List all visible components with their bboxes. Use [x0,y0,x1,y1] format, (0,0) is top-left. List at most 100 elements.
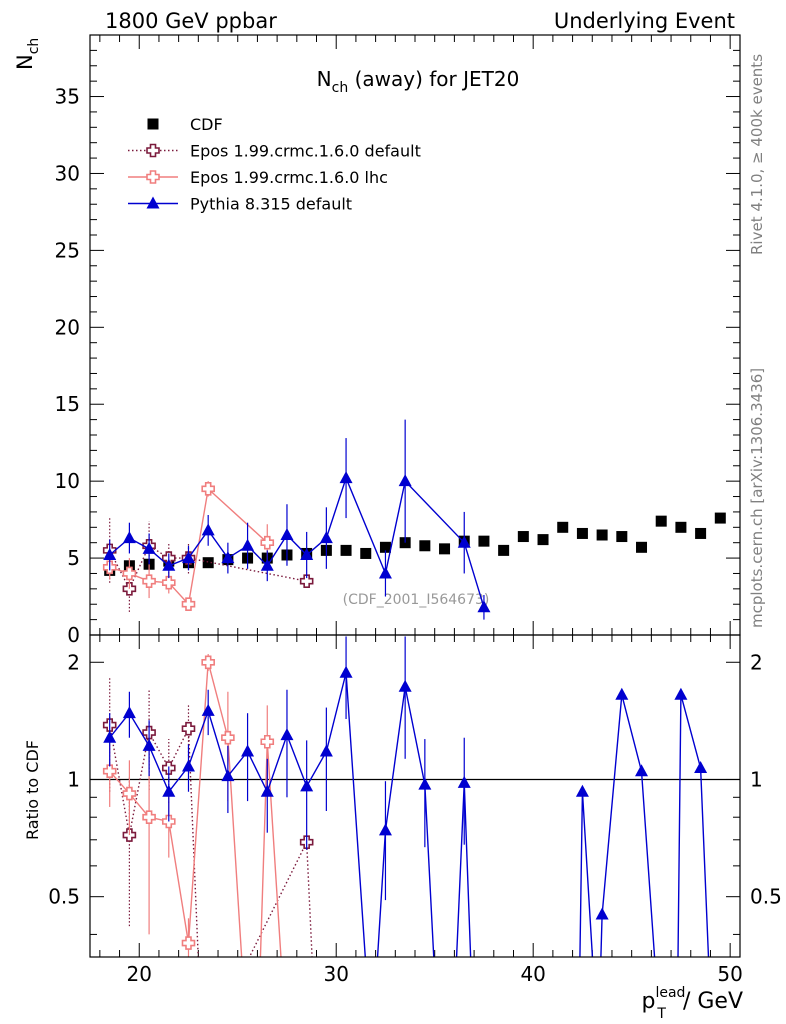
data-point [299,574,314,588]
ratio-point [398,679,412,692]
ratio-y-tick-label-right: 1 [750,767,763,791]
legend-label: Epos 1.99.crmc.1.6.0 default [190,142,421,161]
data-point [103,548,117,560]
ratio-y-tick-label-right: 2 [750,650,763,674]
series-pythia-8-315-default [103,419,491,620]
main-plot-data [102,419,726,620]
data-point [142,541,156,554]
header-left-label: 1800 GeV ppbar [105,9,277,33]
legend-entry: Epos 1.99.crmc.1.6.0 lhc [128,168,388,187]
mcplots-reference-label: mcplots.cern.ch [arXiv:1306.3436] [748,368,766,628]
ratio-point [575,784,589,797]
ratio-point [201,655,215,670]
data-point [557,521,569,533]
data-point [339,471,353,484]
ratio-point [103,730,117,743]
data-point [260,535,275,550]
ratio-plot-frame [89,634,741,958]
ratio-point [142,738,156,751]
ratio-point [339,665,353,678]
data-point [379,541,391,553]
frames [89,34,741,958]
data-point [517,531,529,543]
data-point [241,538,255,551]
data-point [202,557,214,569]
ratio-point [378,823,392,836]
data-point [161,575,176,590]
data-point [695,527,707,539]
data-point [655,515,667,527]
axes-layer: 20 30 40 50 0 5 10 15 20 25 30 35 0.5 0.5 1 1 2 2 [48,35,782,986]
ratio-point [102,764,117,779]
data-point [221,551,235,564]
legend-entry: Pythia 8.315 default [128,195,352,214]
header-right-label: Underlying Event [554,9,735,33]
y-tick-label: 15 [55,392,80,416]
legend-marker [146,170,160,184]
ratio-series-line [109,672,710,957]
data-point [260,558,274,571]
data-point [122,531,136,544]
ratio-axis-label: Ratio to CDF [23,740,42,840]
data-point [419,540,431,552]
y-tick-label: 5 [67,546,80,570]
data-point [596,529,608,541]
analysis-watermark: (CDF_2001_I564673) [343,592,490,608]
ratio-point [260,784,274,797]
ratio-point [221,730,235,745]
y-tick-label: 20 [55,315,80,339]
series-epos-1-99-crmc-1-6-0-lhc [102,481,275,612]
ratio-point [280,728,294,741]
data-point [675,521,687,533]
y-axis-label: Nch [13,38,42,70]
y-tick-label: 30 [55,161,80,185]
ratio-point [319,744,333,757]
ratio-series-line [109,724,313,957]
legend-label: Pythia 8.315 default [190,195,352,214]
ratio-point [300,779,314,792]
plot-title: Nch (away) for JET20 [317,67,520,96]
ratio-point [162,784,176,797]
ratio-series-pythia-8-315-default [103,636,710,957]
x-tick-label: 50 [717,962,742,986]
data-point [457,535,471,548]
ratio-point [181,936,196,950]
data-point [498,544,510,556]
ratio-point [181,759,195,772]
data-point [181,551,195,564]
ratio-point [615,687,629,700]
ratio-point [457,775,471,788]
data-point [477,600,491,613]
data-point [300,548,314,560]
data-point [576,527,588,539]
data-point [280,528,294,540]
ratio-point [221,769,235,782]
ratio-point [694,761,708,774]
ratio-plot-data [90,636,740,957]
legend-marker [146,143,160,158]
x-axis-label: plead T / GeV [641,985,743,1022]
data-point [181,597,196,612]
ratio-point [635,764,649,777]
ratio-y-tick-label-right: 0.5 [750,885,782,909]
x-tick-label: 40 [520,962,545,986]
ratio-point [241,744,255,757]
legend-label: CDF [190,115,223,134]
legend: CDF Epos 1.99.crmc.1.6.0 default Epos 1.99… [128,115,421,214]
data-point [142,574,156,588]
data-point [378,566,392,579]
data-point [398,474,412,487]
ratio-point [674,687,688,700]
legend-entry: Epos 1.99.crmc.1.6.0 default [128,142,421,161]
ratio-point [122,786,137,801]
legend-entry: CDF [147,115,223,134]
y-tick-label: 35 [55,85,80,109]
ratio-point [181,721,196,736]
data-point [201,482,215,496]
data-point [439,543,451,555]
ratio-point [201,703,215,716]
data-point [714,512,726,524]
ratio-y-tick-label: 1 [67,767,80,791]
ratio-y-tick-label: 2 [67,650,80,674]
